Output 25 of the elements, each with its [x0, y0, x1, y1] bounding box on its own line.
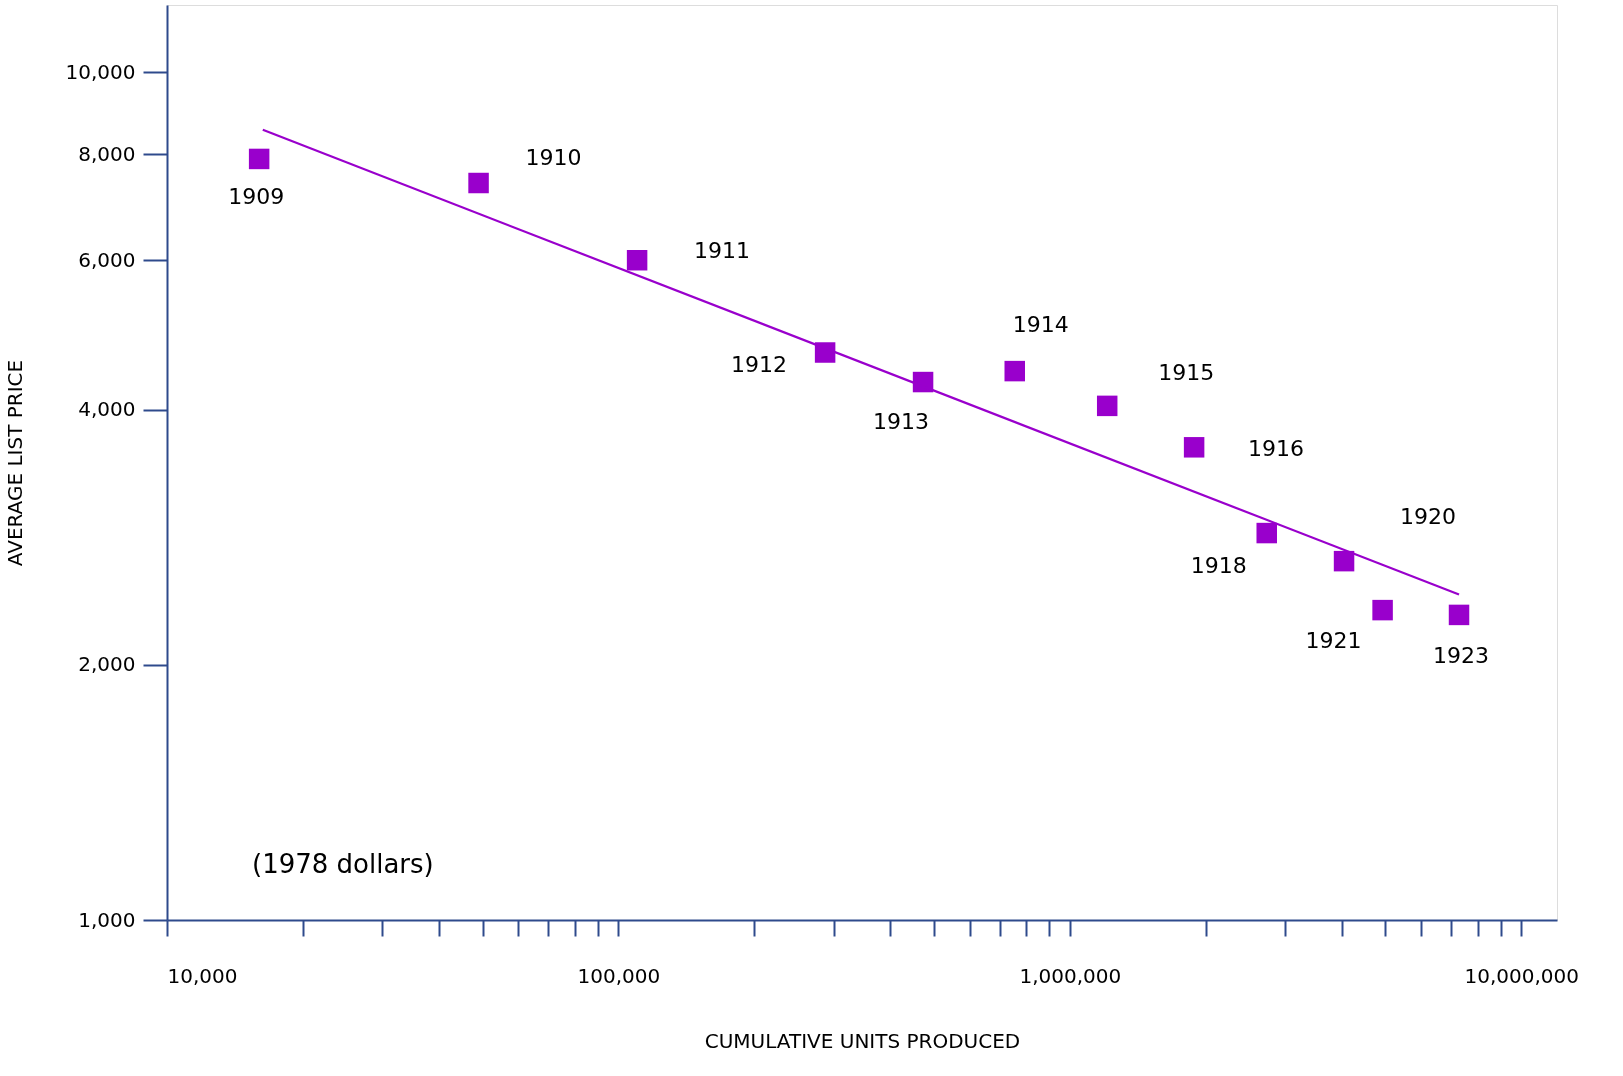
- annotation: 1914: [1012, 312, 1069, 338]
- annotation: 1918: [1190, 553, 1247, 579]
- annotation: 1921: [1305, 628, 1362, 654]
- annotation: 1923: [1433, 642, 1490, 668]
- y-tick-label: 6,000: [78, 247, 136, 272]
- annotation: 1910: [525, 145, 582, 171]
- x-tick-label: 100,000: [577, 963, 661, 988]
- annotation: 1912: [731, 351, 788, 377]
- x-tick-label: 1,000,000: [1019, 963, 1122, 988]
- x-tick-label: 10,000: [167, 963, 238, 988]
- annotation: 1911: [694, 238, 751, 264]
- y-tick-label: 1,000: [78, 907, 136, 932]
- y-tick-label: 4,000: [78, 397, 136, 422]
- y-axis-title: AVERAGE LIST PRICE: [2, 359, 27, 567]
- y-tick-label: 10,000: [65, 59, 136, 84]
- annotation: 1915: [1158, 359, 1215, 385]
- annotation: 1916: [1248, 436, 1305, 462]
- y-tick-label: 2,000: [78, 652, 136, 677]
- x-axis-title: CUMULATIVE UNITS PRODUCED: [704, 1028, 1021, 1053]
- annotation: 1913: [873, 409, 930, 435]
- x-tick-label: 10,000,000: [1464, 963, 1580, 988]
- annotation: 1920: [1400, 504, 1457, 530]
- annotation: (1978 dollars): [252, 849, 434, 879]
- annotation: 1909: [228, 183, 285, 209]
- y-tick-label: 8,000: [78, 141, 136, 166]
